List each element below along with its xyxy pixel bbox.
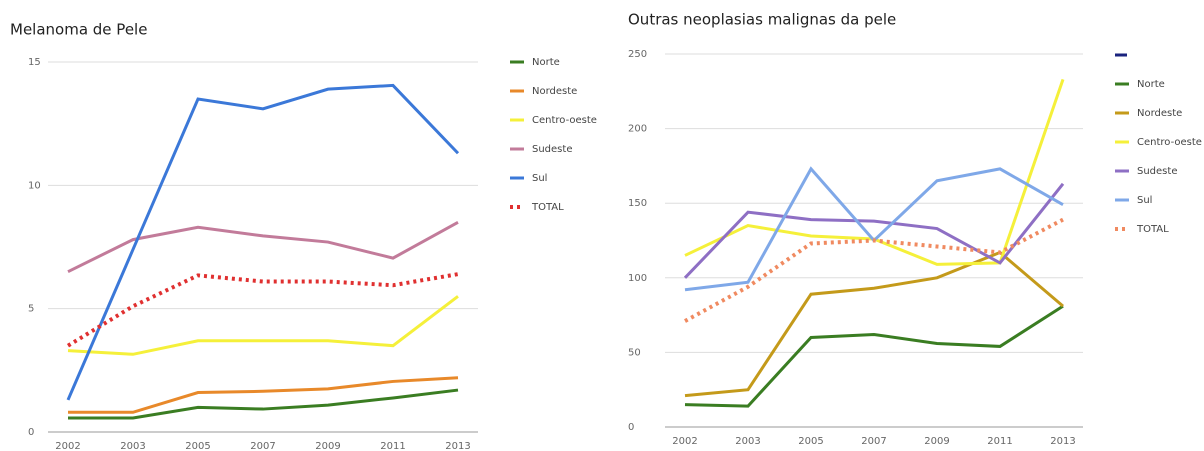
series-line — [683, 182, 1065, 279]
series-line — [68, 376, 459, 414]
chart-title: Melanoma de Pele — [10, 21, 147, 39]
x-tick-label: 2003 — [735, 436, 760, 447]
series-line — [684, 304, 1064, 408]
legend-label: Sudeste — [1137, 166, 1177, 177]
x-tick-label: 2007 — [250, 441, 275, 451]
x-tick-label: 2011 — [987, 436, 1012, 447]
series-line — [684, 217, 1064, 323]
x-tick-label: 2013 — [1050, 436, 1075, 447]
series-line — [68, 388, 459, 420]
series-line — [67, 295, 459, 356]
x-tick-label: 2003 — [120, 441, 145, 451]
legend-label: Centro-oeste — [1137, 137, 1202, 148]
legend-label: TOTAL — [1136, 224, 1169, 235]
y-tick-label: 5 — [28, 304, 34, 315]
x-tick-label: 2009 — [315, 441, 340, 451]
y-tick-label: 50 — [628, 347, 641, 358]
legend-label: Sul — [532, 173, 547, 184]
legend-label: TOTAL — [531, 202, 564, 213]
x-tick-label: 2007 — [861, 436, 886, 447]
chart-title: Outras neoplasias malignas da pele — [628, 11, 896, 29]
x-tick-label: 2013 — [445, 441, 470, 451]
x-tick-label: 2002 — [55, 441, 80, 451]
legend-label: Sul — [1137, 195, 1152, 206]
y-tick-label: 10 — [28, 180, 41, 191]
series-line — [66, 83, 460, 401]
x-tick-label: 2009 — [924, 436, 949, 447]
legend-label: Sudeste — [532, 144, 572, 155]
x-tick-label: 2002 — [672, 436, 697, 447]
x-tick-label: 2011 — [380, 441, 405, 451]
y-tick-label: 100 — [628, 273, 647, 284]
legend-label: Norte — [1137, 79, 1165, 90]
legend-label: Nordeste — [1137, 108, 1182, 119]
legend-label: Centro-oeste — [532, 115, 597, 126]
x-tick-label: 2005 — [798, 436, 823, 447]
y-tick-label: 150 — [628, 198, 647, 209]
series-line — [684, 250, 1064, 398]
series-line — [66, 272, 459, 348]
y-tick-label: 250 — [628, 49, 647, 60]
y-tick-label: 200 — [628, 124, 647, 135]
y-tick-label: 15 — [28, 57, 41, 68]
legend-label: Norte — [532, 57, 560, 68]
series-line — [67, 221, 459, 274]
y-tick-label: 0 — [28, 427, 34, 438]
legend-label: Nordeste — [532, 86, 577, 97]
y-tick-label: 0 — [628, 422, 634, 433]
x-tick-label: 2005 — [185, 441, 210, 451]
